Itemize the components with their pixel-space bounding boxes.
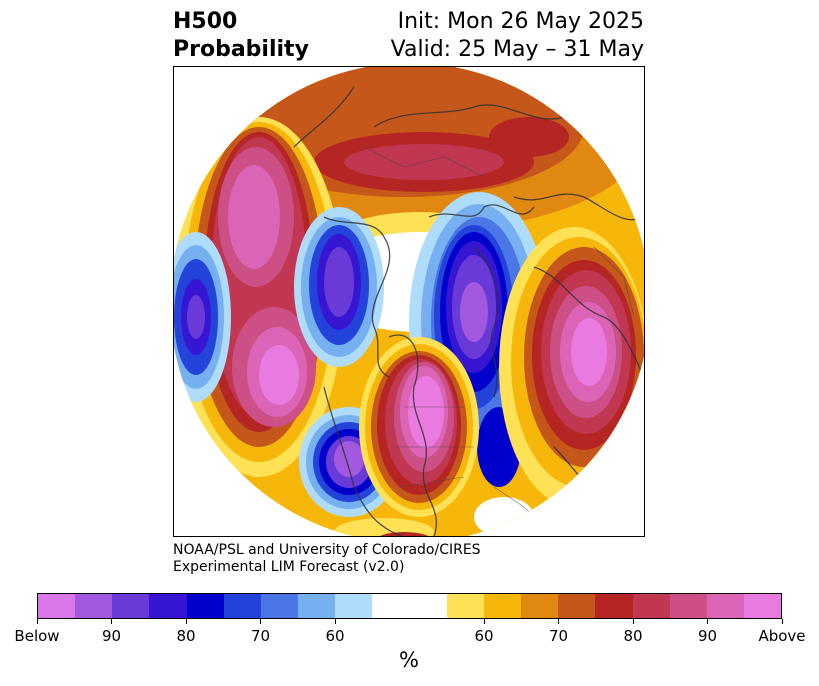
central-above-anomaly (359, 337, 479, 517)
valid-range: Valid: 25 May – 31 May (390, 37, 644, 62)
colorbar-swatch (298, 594, 336, 618)
colorbar (37, 593, 782, 619)
colorbar-swatch (38, 594, 76, 618)
colorbar-tick-label: 60 (474, 627, 494, 645)
colorbar-swatch (743, 594, 782, 618)
colorbar-tick-mark (185, 619, 187, 624)
init-date: Init: Mon 26 May 2025 (397, 9, 644, 34)
colorbar-swatch (186, 594, 224, 618)
colorbar-swatch (558, 594, 596, 618)
map-title: H500 Probability (173, 8, 309, 64)
colorbar-tick-mark (36, 619, 38, 624)
title-line-1: H500 (173, 9, 238, 34)
colorbar-swatch (112, 594, 150, 618)
colorbar-tick-mark (632, 619, 634, 624)
colorbar-unit: % (399, 648, 419, 672)
colorbar-tick-label: 90 (101, 627, 122, 645)
colorbar-swatch (446, 594, 484, 618)
colorbar-swatch (595, 594, 633, 618)
forecast-dates: Init: Mon 26 May 2025 Valid: 25 May – 31… (391, 8, 644, 64)
colorbar-tick-label: Below (14, 627, 60, 645)
colorbar-tick-label: 80 (623, 627, 643, 645)
colorbar-swatch (706, 594, 744, 618)
colorbar-swatch (75, 594, 113, 618)
colorbar-swatch (669, 594, 707, 618)
colorbar-swatch (632, 594, 670, 618)
colorbar-tick-label: 60 (325, 627, 345, 645)
polar-map (173, 66, 645, 537)
colorbar-swatch (372, 594, 410, 618)
colorbar-tick-mark (781, 619, 783, 624)
east-above-anomaly (499, 227, 644, 507)
pacific-above-anomaly (174, 117, 344, 477)
colorbar-tick-mark (558, 619, 559, 624)
probability-map-svg (174, 67, 644, 536)
colorbar-swatch (409, 594, 447, 618)
credit-line-1: NOAA/PSL and University of Colorado/CIRE… (173, 542, 481, 558)
colorbar-tick-label: 70 (250, 627, 271, 645)
westpac-below-anomaly (174, 232, 231, 402)
coastlines (293, 86, 644, 536)
colorbar-tick-mark (483, 619, 485, 624)
colorbar-tick-mark (260, 619, 261, 624)
colorbar-swatch (260, 594, 299, 618)
bering-below-anomaly (294, 207, 384, 367)
title-line-2: Probability (173, 37, 309, 62)
credit-line-2: Experimental LIM Forecast (v2.0) (173, 559, 405, 575)
colorbar-tick-label: Above (758, 627, 806, 645)
colorbar-tick-mark (334, 619, 336, 624)
colorbar-tick-label: 90 (697, 627, 718, 645)
colorbar-swatch (149, 594, 187, 618)
data-credit: NOAA/PSL and University of Colorado/CIRE… (173, 542, 481, 576)
colorbar-tick-label: 80 (176, 627, 196, 645)
colorbar-tick-label: 70 (548, 627, 569, 645)
probability-field (174, 67, 644, 536)
colorbar-swatch (521, 594, 559, 618)
colorbar-swatch (223, 594, 261, 618)
colorbar-tick-mark (707, 619, 708, 624)
colorbar-swatch (483, 594, 522, 618)
colorbar-swatch (335, 594, 373, 618)
political-borders (363, 146, 635, 528)
colorbar-tick-mark (111, 619, 112, 624)
